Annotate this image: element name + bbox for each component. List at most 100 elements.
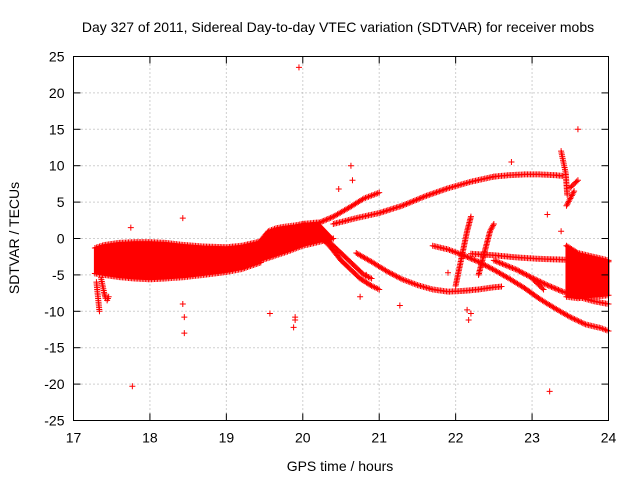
outlier-point — [179, 215, 186, 222]
series-u-arc — [353, 250, 505, 295]
data-point — [394, 274, 401, 281]
series-outliers — [127, 64, 581, 395]
data-point — [552, 285, 559, 292]
data-point — [545, 282, 552, 289]
data-point — [388, 270, 395, 277]
data-point — [105, 293, 112, 300]
data-point — [437, 187, 444, 194]
outlier-point — [508, 159, 515, 166]
data-point — [359, 196, 366, 203]
data-point — [527, 274, 534, 281]
ticks-layer — [73, 56, 609, 421]
data-point — [443, 185, 450, 192]
data-point — [403, 200, 410, 207]
data-point — [573, 178, 580, 185]
x-tick-label: 17 — [66, 430, 82, 446]
y-tick-label: -5 — [52, 267, 65, 283]
data-point — [427, 191, 434, 198]
data-point — [570, 315, 577, 322]
data-point — [513, 266, 520, 273]
data-point — [490, 222, 497, 229]
data-point — [409, 198, 416, 205]
data-point — [540, 286, 547, 293]
outlier-point — [127, 224, 134, 231]
data-point — [474, 258, 481, 265]
data-point — [558, 288, 565, 295]
data-point — [471, 257, 478, 264]
data-point — [319, 218, 326, 225]
series-spike-23-4 — [558, 148, 571, 198]
data-point — [422, 193, 429, 200]
data-point — [385, 268, 392, 275]
data-point — [495, 259, 502, 266]
series-22-0-tall — [452, 213, 474, 289]
outlier-point — [290, 324, 297, 331]
outlier-point — [349, 177, 356, 184]
grid-layer — [73, 56, 609, 421]
outlier-point — [181, 330, 188, 337]
data-point — [502, 262, 509, 269]
data-point — [376, 286, 383, 293]
data-point — [390, 271, 397, 278]
series-23-5-high — [563, 188, 578, 209]
data-point — [554, 286, 561, 293]
x-tick-label: 18 — [142, 430, 158, 446]
data-point — [327, 214, 334, 221]
data-point — [432, 189, 439, 196]
data-point — [440, 186, 447, 193]
outlier-point — [295, 64, 302, 71]
data-point — [376, 189, 383, 196]
data-point — [430, 190, 437, 197]
y-axis-label: SDTVAR / TECUs — [6, 182, 22, 294]
data-point — [548, 283, 555, 290]
data-point — [500, 261, 507, 268]
data-point — [468, 255, 475, 262]
data-point — [492, 257, 499, 264]
data-point — [503, 262, 510, 269]
outlier-point — [357, 293, 364, 300]
data-point — [544, 282, 551, 289]
outlier-point — [396, 302, 403, 309]
outlier-point — [445, 269, 451, 276]
data-point — [416, 195, 423, 202]
x-tick-label: 23 — [524, 430, 540, 446]
data-point — [522, 271, 529, 278]
data-point — [407, 199, 414, 206]
data-point — [510, 265, 517, 272]
data-point — [523, 271, 530, 278]
data-point — [488, 265, 495, 272]
data-point — [486, 264, 493, 271]
outlier-point — [181, 314, 188, 321]
data-point — [413, 196, 420, 203]
data-point — [547, 283, 554, 290]
data-point — [328, 214, 335, 221]
series-tail-17-36 — [98, 274, 112, 304]
data-point — [397, 275, 404, 282]
data-point — [412, 197, 419, 204]
data-point — [368, 275, 375, 282]
outlier-point — [465, 317, 472, 324]
outlier-point — [574, 126, 581, 133]
data-point — [386, 269, 393, 276]
data-point — [320, 217, 327, 224]
data-point — [571, 316, 578, 323]
data-point — [467, 255, 474, 262]
data-point — [467, 213, 474, 220]
x-tick-label: 22 — [448, 430, 464, 446]
x-tick-label: 20 — [295, 430, 311, 446]
data-point — [429, 190, 436, 197]
y-tick-label: 25 — [49, 49, 65, 65]
series-swoop-to-12-5 — [429, 242, 612, 334]
data-point — [424, 192, 431, 199]
outlier-point — [292, 317, 299, 324]
data-point — [524, 272, 531, 279]
x-tick-label: 24 — [601, 430, 617, 446]
data-point — [442, 186, 449, 193]
data-point — [383, 268, 390, 275]
data-point — [571, 188, 578, 195]
outlier-point — [544, 211, 551, 218]
data-point — [549, 284, 556, 291]
data-point — [414, 196, 421, 203]
data-point — [482, 262, 489, 269]
data-point — [472, 257, 479, 264]
